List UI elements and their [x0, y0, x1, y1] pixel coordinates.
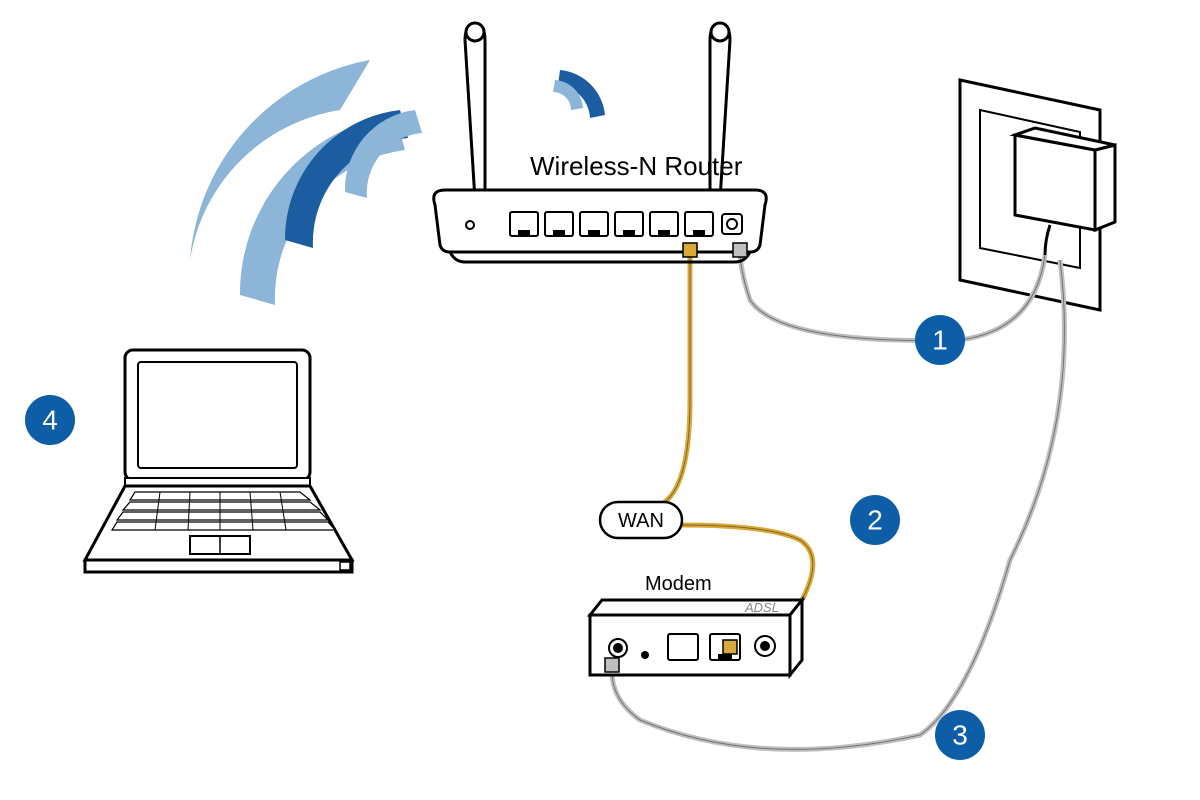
step-4-number: 4	[42, 405, 58, 436]
step-badge-4: 4	[25, 395, 75, 445]
modem-device: ADSL	[590, 600, 802, 675]
modem-label: Modem	[645, 573, 712, 595]
step-badge-1: 1	[915, 315, 965, 365]
step-2-number: 2	[867, 505, 883, 536]
step-badge-3: 3	[935, 710, 985, 760]
adsl-label: ADSL	[744, 600, 779, 615]
step-3-number: 3	[952, 720, 968, 751]
step-1-number: 1	[932, 325, 948, 356]
network-setup-diagram: WAN	[0, 0, 1200, 800]
wan-label-pill: WAN	[600, 502, 682, 538]
power-outlet	[960, 80, 1115, 310]
wifi-signal-icon	[190, 60, 605, 305]
wan-label-text: WAN	[618, 510, 664, 532]
router-label: Wireless-N Router	[530, 151, 743, 181]
laptop-device	[85, 350, 352, 572]
step-badge-2: 2	[850, 495, 900, 545]
router-device	[434, 23, 767, 262]
